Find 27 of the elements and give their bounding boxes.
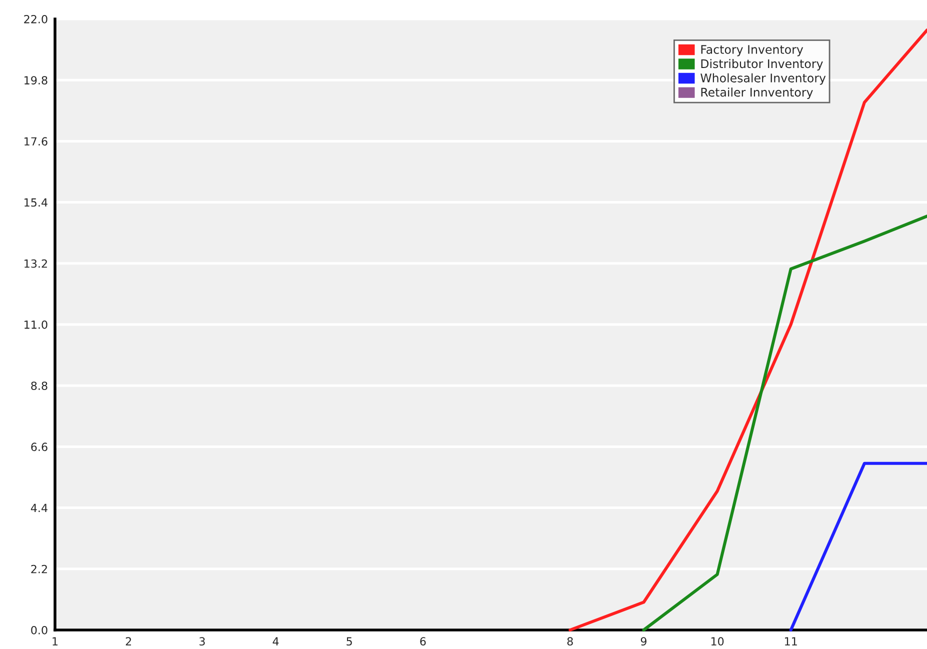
x-tick-label: 2 xyxy=(126,637,132,646)
x-tick-label: 3 xyxy=(199,637,205,646)
x-tick-label: 6 xyxy=(420,637,426,646)
x-tick-label: 5 xyxy=(346,637,352,646)
y-tick-label: 11.0 xyxy=(24,320,48,329)
y-tick-label: 2.2 xyxy=(31,564,47,574)
legend-label: Distributor Inventory xyxy=(701,59,823,70)
y-tick-label: 13.2 xyxy=(24,259,47,268)
legend-label: Wholesaler Inventory xyxy=(700,73,826,85)
y-tick-label: 17.6 xyxy=(24,137,48,146)
x-tick-label: 9 xyxy=(640,637,646,646)
x-tick-label: 11 xyxy=(785,637,797,646)
y-tick-label: 8.8 xyxy=(31,382,48,390)
legend-label: Retailer Innventory xyxy=(701,88,813,99)
y-tick-label: 4.4 xyxy=(30,504,48,512)
y-tick-label: 6.6 xyxy=(31,442,48,452)
line-series xyxy=(568,28,927,632)
line-series xyxy=(642,214,927,632)
legend-label: Factory Inventory xyxy=(701,45,804,56)
x-tick-label: 8 xyxy=(567,637,573,646)
y-tick-label: 19.8 xyxy=(24,76,48,84)
x-tick-label: 1 xyxy=(52,637,58,646)
x-tick-label: 4 xyxy=(272,637,279,646)
y-tick-label: 0.0 xyxy=(31,626,48,634)
y-tick-label: 15.4 xyxy=(24,198,48,207)
x-tick-label: 10 xyxy=(711,637,724,646)
y-tick-label: 22.0 xyxy=(24,14,48,24)
